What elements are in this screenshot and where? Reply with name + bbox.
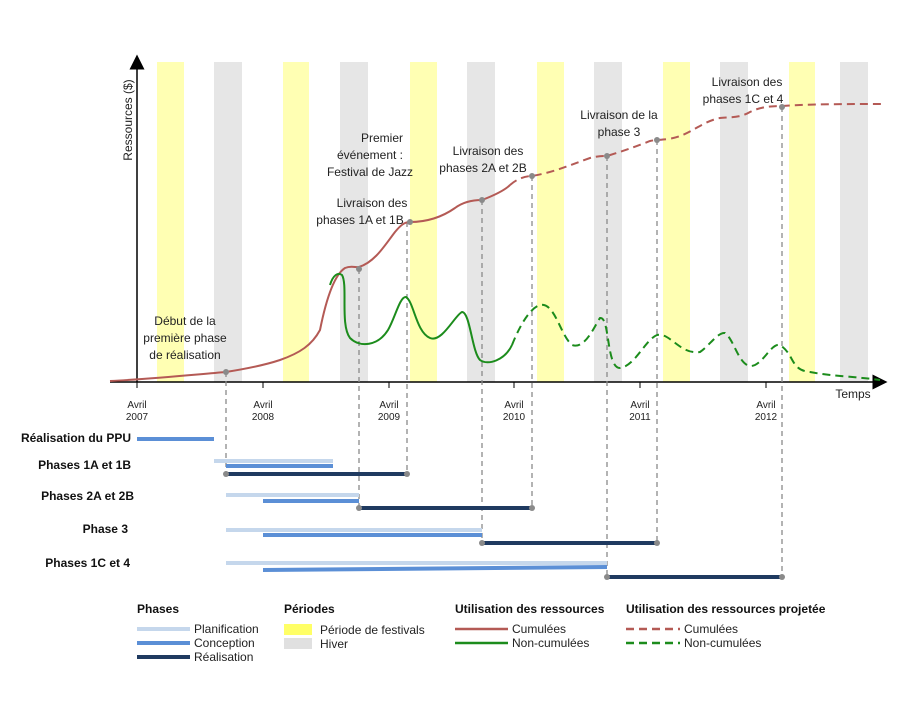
milestone-dot xyxy=(654,137,660,143)
winter-band xyxy=(214,62,242,382)
milestone-guides xyxy=(225,107,783,577)
tick-label-year: 2011 xyxy=(629,412,651,423)
tick-label-month: Avril xyxy=(379,400,398,411)
legend-noncumulative-label: Non-cumulées xyxy=(512,636,589,650)
resource-curves xyxy=(109,103,883,382)
legend-cumulative-label: Cumulées xyxy=(512,622,566,636)
annotation-start: de réalisation xyxy=(149,348,220,362)
gantt-dot xyxy=(529,505,535,511)
gantt-dot xyxy=(356,505,362,511)
legend-proj-noncumulative-label: Non-cumulées xyxy=(684,636,761,650)
legend-proj-cumulative-label: Cumulées xyxy=(684,622,738,636)
winter-band xyxy=(840,62,868,382)
phase-label-ppu: Réalisation du PPU xyxy=(21,431,131,445)
gantt-dot xyxy=(223,471,229,477)
milestone-dot xyxy=(479,197,485,203)
legend-festival-label: Période de festivals xyxy=(320,623,425,637)
annotation-1c-4: Livraison des xyxy=(712,75,783,89)
phase-label-3: Phase 3 xyxy=(83,522,129,536)
x-ticks: Avril 2007 Avril 2008 Avril 2009 Avril 2… xyxy=(126,382,778,423)
tick-label-year: 2008 xyxy=(252,412,275,423)
tick-label-month: Avril xyxy=(756,400,775,411)
gantt-dot xyxy=(604,574,610,580)
period-bands xyxy=(157,62,868,382)
tick-label-year: 2010 xyxy=(503,412,526,423)
annotation-1a-1b: Livraison des xyxy=(337,196,408,210)
legend-usage-title: Utilisation des ressources xyxy=(455,602,605,616)
milestone-dot xyxy=(223,369,229,375)
annotation-start: première phase xyxy=(143,331,227,345)
annotation-start: Début de la xyxy=(154,314,216,328)
winter-band xyxy=(594,62,622,382)
tick-label-month: Avril xyxy=(630,400,649,411)
annotation-2a-2b: Livraison des xyxy=(453,144,524,158)
annotation-jazz: événement : xyxy=(337,148,403,162)
legend-festival-swatch xyxy=(284,624,312,635)
legend-planning-label: Planification xyxy=(194,622,259,636)
gantt-dot xyxy=(404,471,410,477)
annotation-phase-3: Livraison de la xyxy=(580,108,658,122)
legend-periods-title: Périodes xyxy=(284,602,335,616)
tick-label-month: Avril xyxy=(253,400,272,411)
festival-band xyxy=(789,62,815,382)
gantt-dot xyxy=(654,540,660,546)
legend: Phases Planification Conception Réalisat… xyxy=(137,602,826,664)
phase-label-1a-1b: Phases 1A et 1B xyxy=(38,458,131,472)
tick-label-year: 2007 xyxy=(126,412,149,423)
non-cumulative-projected-curve xyxy=(511,303,881,381)
winter-band xyxy=(720,62,748,382)
y-axis-label: Ressources ($) xyxy=(121,79,135,160)
tick-label-month: Avril xyxy=(127,400,146,411)
festival-band xyxy=(157,62,184,382)
bar-1c-4-design xyxy=(262,565,608,572)
milestone-dot xyxy=(604,153,610,159)
legend-winter-label: Hiver xyxy=(320,637,348,651)
annotation-1c-4: phases 1C et 4 xyxy=(703,92,784,106)
festival-band xyxy=(537,62,564,382)
non-cumulative-curve xyxy=(329,272,513,364)
winter-band xyxy=(340,62,368,382)
annotation-jazz: Festival de Jazz xyxy=(327,165,413,179)
gantt-dot xyxy=(779,574,785,580)
legend-winter-swatch xyxy=(284,638,312,649)
gantt-dot xyxy=(479,540,485,546)
milestone-dots xyxy=(223,104,785,375)
tick-label-year: 2009 xyxy=(378,412,401,423)
gantt-bars xyxy=(137,437,782,579)
gantt-dots xyxy=(223,471,785,580)
winter-band xyxy=(467,62,495,382)
milestone-dot xyxy=(779,104,785,110)
milestone-dot xyxy=(407,219,413,225)
legend-phases-title: Phases xyxy=(137,602,179,616)
legend-design-label: Conception xyxy=(194,636,255,650)
phase-label-2a-2b: Phases 2A et 2B xyxy=(41,489,134,503)
cumulative-projected-curve xyxy=(509,103,883,186)
milestone-dot xyxy=(529,173,535,179)
annotation-jazz: Premier xyxy=(361,131,403,145)
phase-labels: Réalisation du PPU Phases 1A et 1B Phase… xyxy=(21,431,134,570)
tick-label-year: 2012 xyxy=(755,412,778,423)
phase-label-1c-4: Phases 1C et 4 xyxy=(45,556,130,570)
legend-realization-label: Réalisation xyxy=(194,650,253,664)
annotation-2a-2b: phases 2A et 2B xyxy=(439,161,526,175)
annotation-phase-3: phase 3 xyxy=(598,125,641,139)
tick-label-month: Avril xyxy=(504,400,523,411)
legend-projected-title: Utilisation des ressources projetée xyxy=(626,602,826,616)
annotation-1a-1b: phases 1A et 1B xyxy=(316,213,403,227)
annotations: Début de la première phase de réalisatio… xyxy=(143,75,783,362)
festival-band xyxy=(663,62,690,382)
milestone-dot xyxy=(356,266,362,272)
x-axis-label: Temps xyxy=(835,387,870,401)
festival-band xyxy=(283,62,309,382)
